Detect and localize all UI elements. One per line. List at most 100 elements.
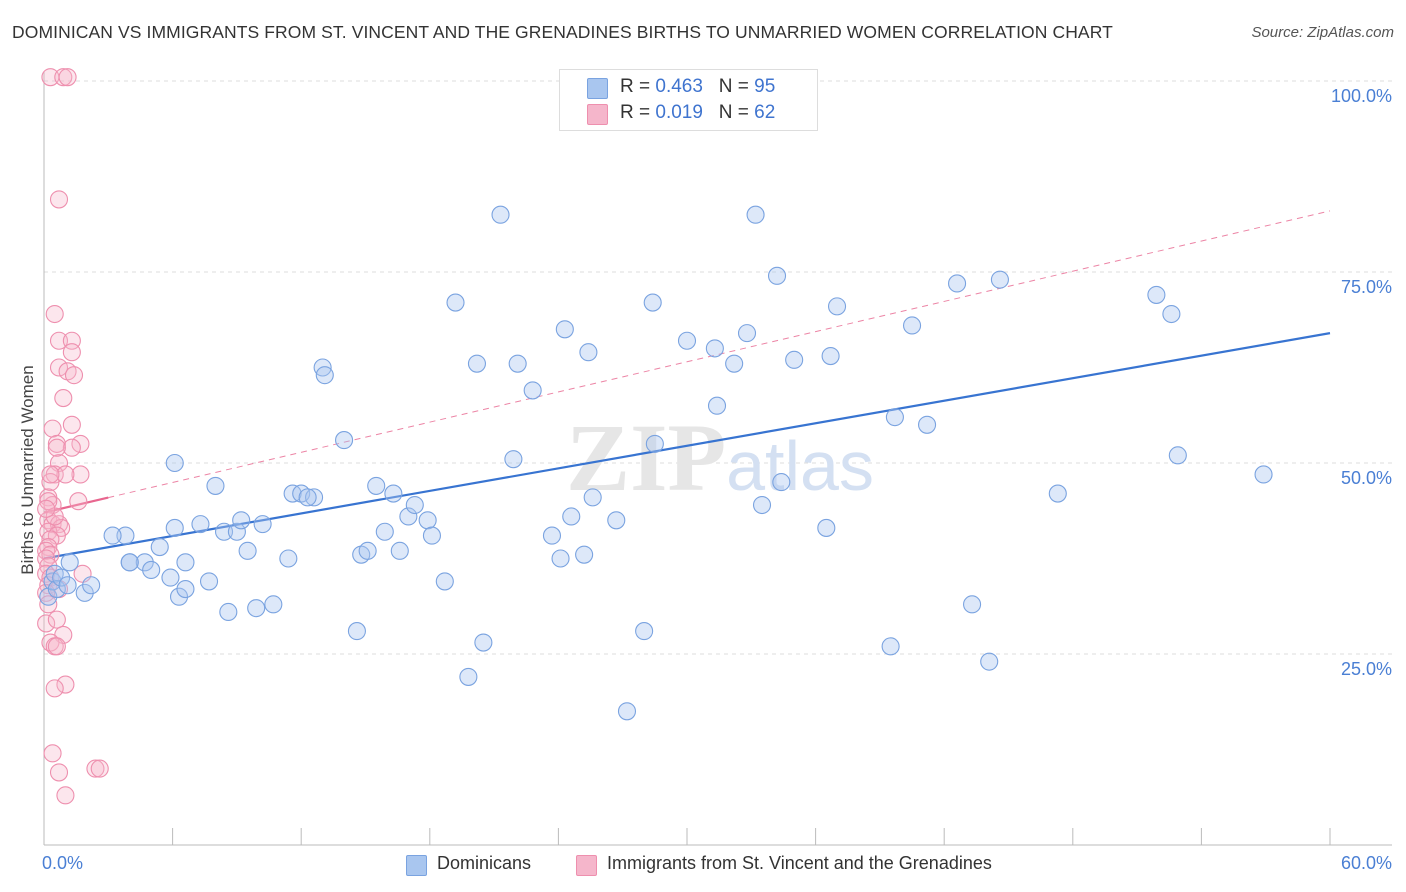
point-immigrants — [56, 675, 75, 694]
point-dominicans — [827, 297, 847, 316]
point-dominicans — [305, 488, 324, 507]
point-immigrants — [49, 331, 69, 350]
point-dominicans — [142, 560, 161, 580]
point-dominicans — [677, 331, 697, 350]
point-dominicans — [607, 511, 626, 530]
point-immigrants — [43, 419, 62, 438]
point-dominicans — [583, 488, 602, 507]
point-dominicans — [264, 595, 283, 614]
x-tick-label-min: 0.0% — [42, 853, 84, 873]
point-immigrants — [45, 679, 64, 698]
point-dominicans — [315, 366, 334, 385]
point-immigrants — [45, 304, 64, 324]
point-immigrants — [56, 786, 75, 805]
point-dominicans — [405, 495, 424, 515]
point-dominicans — [219, 602, 238, 622]
point-immigrants — [64, 366, 84, 385]
legend-swatch-pink — [587, 104, 608, 125]
point-dominicans — [617, 702, 637, 721]
point-dominicans — [227, 522, 246, 541]
point-dominicans — [120, 553, 139, 572]
point-dominicans — [542, 526, 562, 545]
point-immigrants — [39, 522, 58, 541]
bottom-legend-immigrants: Immigrants from St. Vincent and the Gren… — [607, 853, 992, 873]
point-dominicans — [384, 484, 403, 503]
point-dominicans — [214, 522, 234, 541]
y-tick-label-75: 75.0% — [1340, 277, 1392, 297]
point-immigrants — [37, 549, 56, 568]
point-immigrants — [37, 614, 56, 633]
point-dominicans — [116, 526, 135, 545]
trend-line-dominicans — [43, 332, 1331, 560]
point-dominicans — [161, 568, 180, 587]
point-immigrants — [86, 759, 105, 778]
point-dominicans — [367, 476, 386, 495]
y-axis-label: Births to Unmarried Women — [18, 365, 37, 575]
point-immigrants — [69, 492, 88, 511]
point-immigrants — [49, 190, 69, 209]
y-tick-label-100: 100.0% — [1330, 86, 1392, 106]
point-immigrants — [47, 637, 66, 656]
point-dominicans — [446, 293, 465, 312]
point-dominicans — [418, 511, 437, 530]
point-immigrants — [47, 438, 66, 457]
point-dominicans — [772, 473, 791, 492]
point-dominicans — [881, 637, 900, 656]
point-dominicans — [247, 599, 266, 618]
point-dominicans — [817, 518, 836, 537]
point-dominicans — [150, 537, 169, 557]
point-dominicans — [206, 476, 225, 495]
y-tick-label-25: 25.0% — [1340, 659, 1392, 679]
legend-row-dominicans: R = 0.463 N = 95 — [620, 76, 776, 97]
r-value-immigrants: 0.019 — [655, 102, 703, 123]
point-dominicans — [705, 339, 724, 358]
point-immigrants — [71, 465, 90, 484]
source-label: Source: ZipAtlas.com — [1251, 24, 1394, 41]
point-dominicans — [645, 434, 664, 453]
point-dominicans — [885, 408, 904, 427]
point-immigrants — [41, 465, 60, 484]
point-dominicans — [103, 526, 122, 545]
point-dominicans — [347, 622, 366, 641]
point-dominicans — [399, 507, 418, 526]
point-immigrants — [49, 358, 69, 377]
legend-swatch-blue — [587, 78, 608, 99]
point-dominicans — [1147, 285, 1166, 304]
grid-lines — [44, 80, 1392, 655]
point-dominicans — [1254, 465, 1273, 484]
legend-row-immigrants: R = 0.019 N = 62 — [620, 102, 776, 123]
point-immigrants — [47, 610, 66, 629]
point-dominicans — [785, 350, 804, 369]
point-immigrants — [62, 415, 81, 434]
point-dominicans — [191, 515, 210, 534]
point-immigrants — [71, 434, 90, 453]
point-dominicans — [335, 431, 354, 450]
point-dominicans — [313, 358, 332, 377]
point-dominicans — [551, 549, 570, 568]
point-dominicans — [504, 450, 523, 469]
series-dominicans-points — [39, 205, 1273, 721]
point-immigrants — [43, 744, 62, 763]
point-immigrants — [41, 530, 60, 549]
y-tick-label-50: 50.0% — [1340, 468, 1392, 488]
r-value-dominicans: 0.463 — [655, 76, 703, 97]
point-dominicans — [918, 415, 937, 434]
point-dominicans — [963, 595, 982, 614]
point-dominicans — [176, 553, 195, 572]
point-dominicans — [752, 495, 772, 515]
point-dominicans — [135, 553, 154, 572]
point-dominicans — [725, 354, 744, 373]
bottom-legend-swatch-immigrants — [576, 855, 597, 876]
point-dominicans — [508, 354, 527, 373]
point-immigrants — [54, 389, 73, 408]
point-dominicans — [990, 270, 1009, 289]
point-immigrants — [37, 499, 56, 518]
point-dominicans — [75, 583, 94, 602]
point-dominicans — [643, 293, 662, 312]
point-dominicans — [232, 511, 251, 530]
point-immigrants — [58, 68, 77, 87]
point-dominicans — [491, 205, 510, 224]
point-dominicans — [47, 580, 66, 599]
point-dominicans — [737, 324, 757, 343]
point-dominicans — [375, 522, 394, 541]
